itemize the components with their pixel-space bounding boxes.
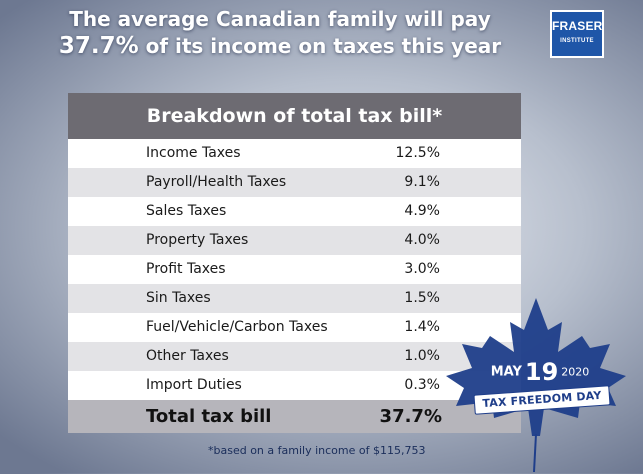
table-row: Sales Taxes 4.9% <box>68 197 521 226</box>
total-row: Total tax bill 37.7% <box>68 400 521 433</box>
row-label: Other Taxes <box>146 348 229 364</box>
row-value: 4.0% <box>404 232 440 248</box>
headline: The average Canadian family will pay 37.… <box>0 6 560 60</box>
total-value: 37.7% <box>379 406 442 427</box>
tax-freedom-day-badge: MAY 19 2020 TAX FREEDOM DAY <box>440 296 632 474</box>
logo-name: FRASER <box>552 19 603 33</box>
row-label: Profit Taxes <box>146 261 226 277</box>
row-label: Property Taxes <box>146 232 249 248</box>
table-row: Other Taxes 1.0% <box>68 342 521 371</box>
table-row: Income Taxes 12.5% <box>68 139 521 168</box>
row-value: 1.4% <box>404 319 440 335</box>
tax-freedom-date: MAY 19 2020 <box>480 358 600 386</box>
table-row: Payroll/Health Taxes 9.1% <box>68 168 521 197</box>
headline-line-1: The average Canadian family will pay <box>69 7 491 31</box>
headline-percent: 37.7% <box>58 33 139 59</box>
logo-sub: INSTITUTE <box>560 38 594 44</box>
row-value: 3.0% <box>404 261 440 277</box>
row-value: 1.0% <box>404 348 440 364</box>
table-row: Profit Taxes 3.0% <box>68 255 521 284</box>
footnote: *based on a family income of $115,753 <box>208 444 426 457</box>
row-value: 12.5% <box>395 145 440 161</box>
tax-rows: Income Taxes 12.5% Payroll/Health Taxes 9.… <box>68 139 521 400</box>
total-label: Total tax bill <box>146 406 272 427</box>
headline-line-2-text: of its income on taxes this year <box>138 34 502 58</box>
row-value: 0.3% <box>404 377 440 393</box>
fraser-institute-logo: FRASER INSTITUTE <box>550 10 604 58</box>
row-label: Sales Taxes <box>146 203 227 219</box>
table-row: Import Duties 0.3% <box>68 371 521 400</box>
row-label: Fuel/Vehicle/Carbon Taxes <box>146 319 328 335</box>
row-label: Sin Taxes <box>146 290 211 306</box>
date-day: 19 <box>524 358 559 386</box>
table-row: Fuel/Vehicle/Carbon Taxes 1.4% <box>68 313 521 342</box>
table-row: Property Taxes 4.0% <box>68 226 521 255</box>
row-value: 9.1% <box>404 174 440 190</box>
row-value: 1.5% <box>404 290 440 306</box>
table-title: Breakdown of total tax bill* <box>68 93 521 139</box>
row-value: 4.9% <box>404 203 440 219</box>
tax-breakdown-card: Breakdown of total tax bill* Income Taxe… <box>68 93 521 433</box>
table-row: Sin Taxes 1.5% <box>68 284 521 313</box>
date-month: MAY <box>490 364 522 380</box>
row-label: Income Taxes <box>146 145 241 161</box>
row-label: Import Duties <box>146 377 242 393</box>
row-label: Payroll/Health Taxes <box>146 174 287 190</box>
headline-line-2: 37.7% of its income on taxes this year <box>0 33 560 60</box>
date-year: 2020 <box>561 365 590 379</box>
